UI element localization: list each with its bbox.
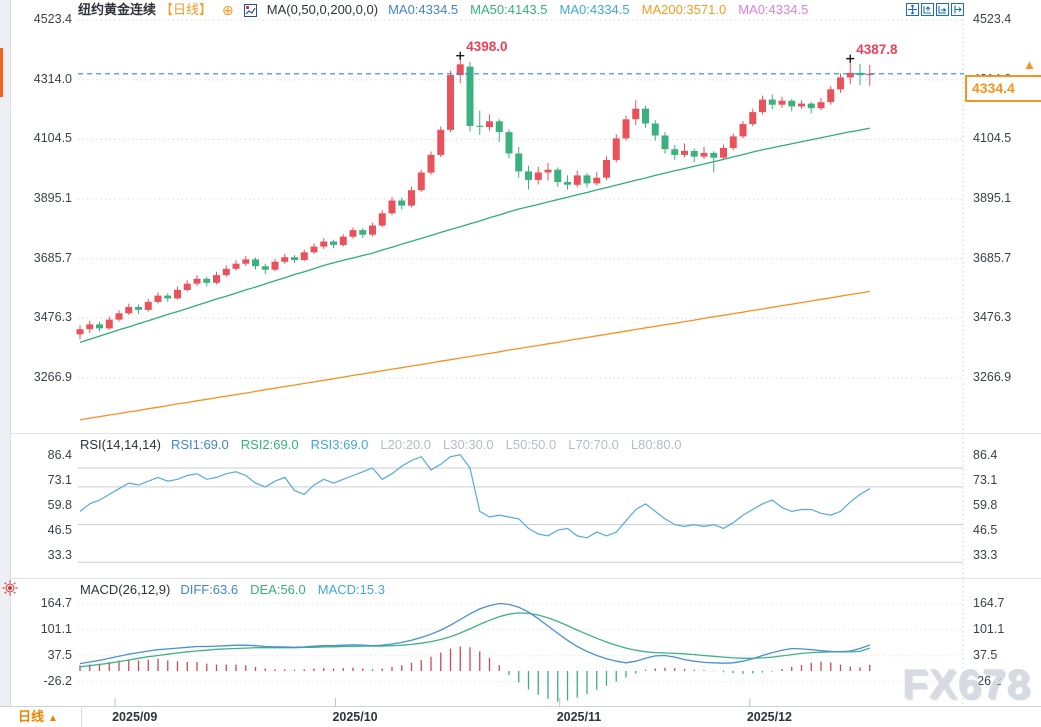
chart-style-icon[interactable]: [243, 3, 257, 17]
restore-view-icon[interactable]: [951, 3, 964, 16]
left-rail: [0, 0, 11, 727]
macd-axis-label-left: 37.5: [47, 647, 72, 662]
rsi-axis-label-left: 46.5: [47, 523, 72, 538]
price-axis-label-right: 3895.1: [973, 191, 1012, 205]
macd-axis-label-left: 101.1: [40, 621, 72, 636]
rsi-axis-label-right: 33.3: [973, 548, 998, 563]
date-label: 2025/10: [332, 710, 378, 724]
chart-toolbar: [906, 3, 964, 16]
fit-y-axis-icon[interactable]: [936, 3, 949, 16]
ma-value: MA50:4143.5: [470, 2, 548, 17]
price-axis-label-right: 4523.4: [973, 12, 1012, 26]
price-axis-label-right: 3266.9: [973, 369, 1012, 384]
period-tag: 【日线】: [160, 2, 213, 17]
macd-value: DIFF:63.6: [180, 582, 239, 597]
macd-axis-label-right: 37.5: [973, 647, 998, 662]
date-label: 2025/11: [556, 710, 602, 724]
macd-axis-label-right: 101.1: [973, 621, 1005, 636]
macd-axis-label-left: 164.7: [40, 595, 72, 610]
rsi-axis-label-left: 73.1: [47, 473, 72, 487]
date-label: 2025/12: [746, 710, 792, 724]
rsi-axis-label-left: 33.3: [47, 548, 72, 563]
rsi-value: L70:70.0: [568, 437, 619, 452]
ma-value: MA0:4334.5: [738, 2, 809, 17]
price-up-arrow-icon: ▲: [1023, 57, 1036, 72]
main-chart-header: 纽约黄金连续 【日线】 ⊕ MA(0,50,0,200,0,0) MA0:433…: [78, 2, 808, 18]
macd-axis-label-right: 164.7: [973, 595, 1005, 610]
price-axis-label-left: 3266.9: [33, 369, 72, 384]
period-selector-label: 日线: [18, 709, 45, 724]
alert-icon[interactable]: [2, 580, 18, 596]
price-axis-label-right: 3685.7: [973, 250, 1012, 265]
price-axis-label-left: 4314.0: [33, 71, 72, 86]
rsi-axis-label-right: 86.4: [973, 447, 998, 462]
price-axis-label-right: 3476.3: [973, 310, 1012, 325]
time-axis-strip: [0, 706, 1041, 727]
macd-axis-label-right: -26.2: [973, 673, 1002, 688]
macd-value: MACD:15.3: [317, 582, 385, 597]
ma-values: MA0:4334.5 MA50:4143.5 MA0:4334.5 MA200:357…: [388, 3, 808, 17]
macd-axis-label-left: -26.2: [43, 673, 73, 688]
rsi-axis-label-right: 46.5: [973, 523, 998, 538]
price-annotation: 4398.0: [466, 38, 508, 54]
watermark: FX678: [902, 660, 1031, 707]
price-axis-label-left: 3895.1: [33, 191, 72, 205]
rsi-value: RSI2:69.0: [240, 437, 299, 452]
rsi-values: RSI1:69.0 RSI2:69.0 RSI3:69.0 L20:20.0 L30:3…: [171, 438, 682, 452]
add-indicator-icon[interactable]: ⊕: [222, 2, 234, 18]
price-axis-label-left: 3685.7: [33, 250, 72, 265]
instrument-title: 纽约黄金连续: [78, 2, 157, 17]
rsi-axis-label-left: 86.4: [47, 447, 72, 462]
price-axis-label-left: 4523.4: [33, 12, 72, 26]
price-annotation: 4387.8: [856, 41, 898, 57]
rsi-value: L30:30.0: [443, 437, 494, 452]
macd-values: DIFF:63.6 DEA:56.0 MACD:15.3: [180, 583, 385, 597]
rsi-label: RSI(14,14,14): [80, 437, 161, 452]
rsi-value: L20:20.0: [380, 437, 432, 452]
period-selector-arrow-icon: ▲: [48, 713, 58, 724]
rsi-axis-label-left: 59.8: [47, 498, 72, 513]
macd-value: DEA:56.0: [250, 582, 306, 597]
rsi-value: L50:50.0: [505, 437, 557, 452]
price-axis-label-left: 4104.5: [33, 131, 72, 146]
ma-value: MA200:3571.0: [641, 2, 727, 17]
date-label: 2025/09: [112, 710, 158, 724]
price-axis-label-left: 3476.3: [33, 310, 72, 325]
rsi-axis-label-right: 73.1: [973, 473, 998, 487]
rail-scroll-indicator[interactable]: [0, 48, 3, 97]
rsi-value: RSI3:69.0: [310, 437, 369, 452]
macd-label: MACD(26,12,9): [80, 582, 171, 597]
price-axis-label-right: 4104.5: [973, 131, 1012, 146]
rsi-panel-header: RSI(14,14,14) RSI1:69.0 RSI2:69.0 RSI3:69.…: [80, 438, 681, 452]
last-price-tag: 4334.4: [965, 75, 1041, 102]
rsi-axis-label-right: 59.8: [973, 498, 998, 513]
indicator-label: MA(0,50,0,200,0,0): [266, 2, 379, 17]
period-selector[interactable]: 日线 ▲: [10, 706, 82, 727]
rsi-value: L80:80.0: [630, 437, 682, 452]
macd-panel-header: MACD(26,12,9) DIFF:63.6 DEA:56.0 MACD:15.3: [80, 583, 385, 597]
ma-value: MA0:4334.5: [559, 2, 630, 17]
fit-x-axis-icon[interactable]: [921, 3, 934, 16]
ma-value: MA0:4334.5: [388, 2, 459, 17]
pan-icon[interactable]: [906, 3, 919, 16]
rsi-value: RSI1:69.0: [170, 437, 229, 452]
